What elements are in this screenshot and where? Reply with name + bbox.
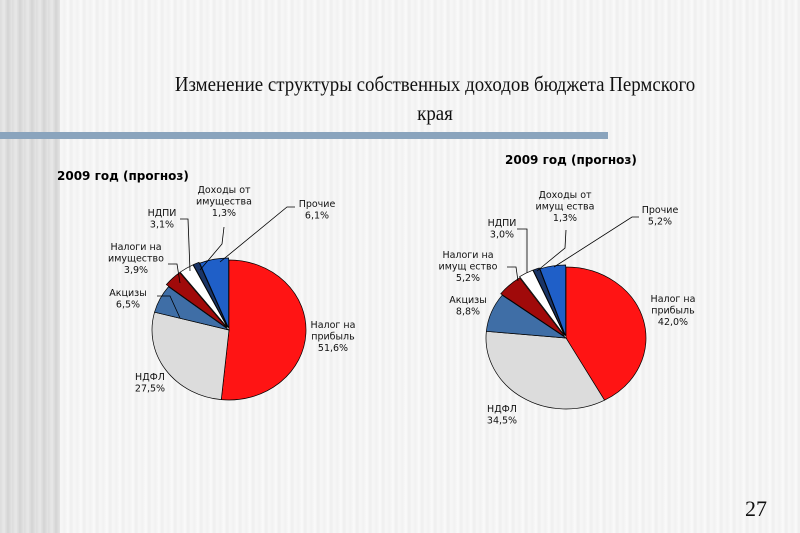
leader-line: [157, 295, 181, 319]
pie-slice: [519, 269, 565, 336]
pie-slice: [500, 277, 565, 337]
leader-line: [536, 229, 567, 272]
leader-line: [553, 216, 639, 268]
right-pie-chart: [485, 264, 647, 410]
data-label: Акцизы 8,8%: [449, 295, 486, 318]
leader-lines: [157, 206, 639, 319]
pie-slice: [151, 311, 230, 401]
left-chart-title: 2009 год (прогноз): [57, 169, 189, 183]
slide-title-line1: Изменение структуры собственных доходов …: [174, 72, 696, 96]
slide-title: Изменение структуры собственных доходов …: [125, 70, 746, 128]
leader-line: [199, 226, 225, 271]
leader-line: [180, 218, 191, 272]
pie-slice: [199, 257, 229, 329]
data-label: НДПИ 3,0%: [488, 218, 517, 241]
leader-line: [168, 263, 181, 284]
leader-line: [219, 206, 295, 263]
data-label: Прочие 6,1%: [299, 199, 336, 222]
leader-line: [507, 266, 519, 282]
data-label: НДПИ 3,1%: [148, 208, 177, 231]
pie-slice: [565, 266, 647, 401]
right-chart-title: 2009 год (прогноз): [505, 153, 637, 167]
data-label: Налоги на имущ ество 5,2%: [439, 250, 498, 284]
left-data-labels: Налог на прибыль 51,6% НДФЛ 27,5% Акцизы 6,5% Н…: [108, 185, 355, 395]
pie-slice: [165, 272, 228, 329]
pie-slice: [532, 267, 566, 336]
right-data-labels: Налог на прибыль 42,0% НДФЛ 34,5% Акцизы 8,8% Н…: [439, 190, 696, 427]
pie-slice: [220, 259, 307, 401]
data-label: Налоги на имущество 3,9%: [108, 242, 164, 276]
page-number: 27: [745, 496, 767, 521]
pie-slice: [485, 330, 606, 410]
pie-slice: [179, 264, 228, 328]
data-label: Прочие 5,2%: [642, 205, 679, 228]
data-label: Доходы от имущества 1,3%: [196, 185, 252, 219]
data-label: НДФЛ 34,5%: [487, 404, 517, 427]
background-stripe-band: [0, 0, 60, 533]
data-label: Налог на прибыль 51,6%: [311, 320, 356, 354]
data-label: Акцизы 6,5%: [109, 288, 146, 311]
pie-slice: [192, 261, 229, 328]
data-label: Доходы от имущ ества 1,3%: [536, 190, 595, 224]
data-label: НДФЛ 27,5%: [135, 372, 165, 395]
accent-bar: [0, 132, 608, 139]
pie-slice: [154, 286, 230, 331]
data-label: Налог на прибыль 42,0%: [651, 294, 696, 328]
leader-line: [517, 228, 528, 273]
left-pie-chart: [151, 257, 307, 401]
pie-slice: [485, 294, 568, 339]
slide-title-line2: края: [417, 101, 453, 125]
